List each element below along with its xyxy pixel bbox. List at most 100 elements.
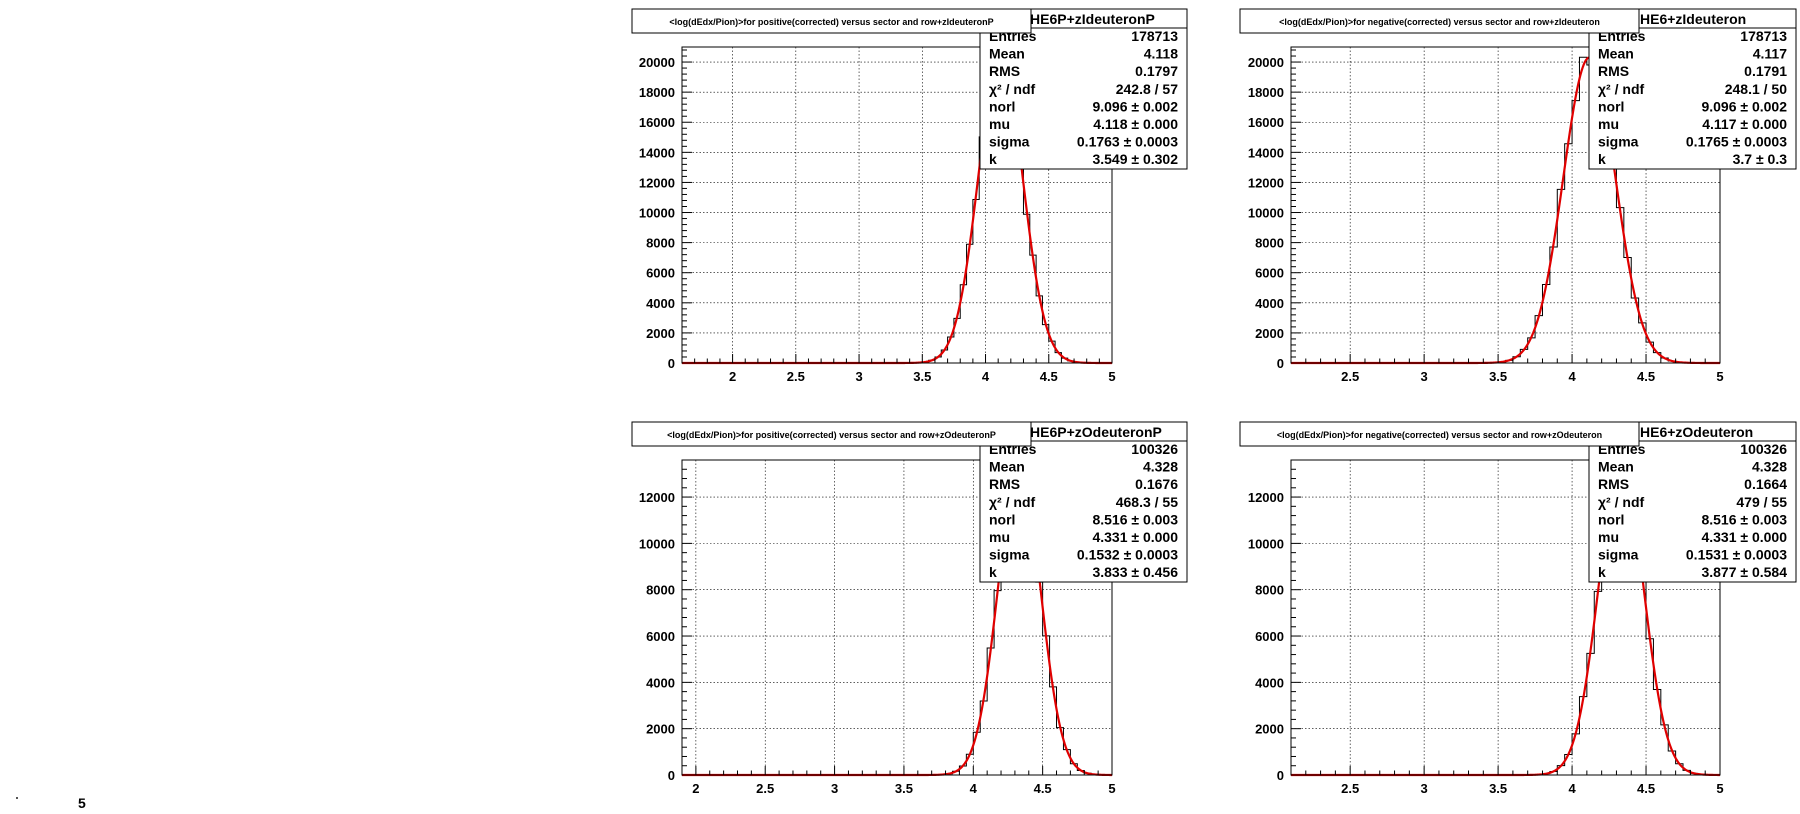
corner-glyph: 5 — [78, 795, 86, 811]
x-tick-label: 3 — [831, 781, 838, 796]
title-box-frame — [1239, 8, 1640, 34]
stats-label: mu — [1598, 529, 1619, 545]
plot-frame — [1290, 46, 1721, 364]
x-tick-label: 2 — [729, 369, 736, 384]
y-tick-label: 2000 — [1255, 722, 1284, 737]
x-tick-label: 2.5 — [1341, 781, 1359, 796]
y-tick-label: 4000 — [1255, 296, 1284, 311]
chart-panel-4: 2.5 3 3.5 4 4.5 5 0 2000 4000 6000 8000 10000 12000 H… — [1239, 421, 1797, 796]
y-tick-label: 20000 — [639, 55, 675, 70]
y-axis: 0 2000 4000 6000 8000 10000 12000 — [1248, 459, 1301, 783]
y-tick-label: 4000 — [646, 675, 675, 690]
x-tick-label: 2.5 — [1341, 369, 1359, 384]
y-tick-label: 4000 — [1255, 675, 1284, 690]
title-box-frame — [631, 8, 1032, 34]
stats-value: 4.328 — [1752, 459, 1787, 475]
y-tick-label: 6000 — [646, 629, 675, 644]
stats-label: k — [989, 564, 997, 580]
y-tick-label: 0 — [1277, 768, 1284, 783]
y-tick-label: 10000 — [639, 206, 675, 221]
corner-dot — [16, 797, 18, 799]
stats-value: 4.331 ± 0.000 — [1092, 529, 1178, 545]
y-tick-label: 18000 — [1248, 85, 1284, 100]
stats-label: sigma — [1598, 547, 1639, 563]
stats-label: norl — [989, 98, 1015, 114]
stats-box-title: HE6+zIdeuteron — [1640, 11, 1746, 27]
stats-label: norl — [1598, 98, 1624, 114]
y-tick-label: 6000 — [646, 266, 675, 281]
y-tick-label: 20000 — [1248, 55, 1284, 70]
stats-label: k — [1598, 151, 1606, 167]
stats-value: 4.118 ± 0.000 — [1093, 116, 1178, 132]
x-tick-label: 3 — [855, 369, 862, 384]
x-axis: 2.5 3 3.5 4 4.5 5 — [1290, 354, 1724, 384]
stats-value: 178713 — [1740, 28, 1787, 44]
stats-value: 9.096 ± 0.002 — [1092, 98, 1178, 114]
stats-box-title: HE6P+zIdeuteronP — [1030, 11, 1155, 27]
x-tick-label: 5 — [1108, 369, 1115, 384]
y-tick-label: 12000 — [639, 490, 675, 505]
stats-label: Mean — [1598, 459, 1634, 475]
x-tick-label: 4 — [982, 369, 990, 384]
y-axis: 0 2000 4000 6000 8000 10000 12000 14000 16000 180… — [1248, 49, 1301, 371]
y-tick-label: 6000 — [1255, 266, 1284, 281]
y-tick-label: 10000 — [1248, 206, 1284, 221]
stats-label: Mean — [989, 459, 1025, 475]
x-tick-label: 5 — [1716, 781, 1723, 796]
title-box-frame — [1239, 421, 1640, 447]
x-tick-label: 4.5 — [1637, 781, 1655, 796]
stats-value: 0.1797 — [1135, 63, 1178, 79]
stats-value: 100326 — [1131, 441, 1178, 457]
x-axis: 2.5 3 3.5 4 4.5 5 — [1290, 766, 1724, 796]
y-tick-label: 0 — [1277, 356, 1284, 371]
y-tick-label: 4000 — [646, 296, 675, 311]
title-box: <log(dEdx/Pion)>for positive(corrected) … — [631, 421, 1032, 447]
stats-label: Mean — [989, 46, 1025, 62]
y-tick-label: 0 — [668, 768, 675, 783]
y-tick-label: 2000 — [646, 722, 675, 737]
stats-value: 0.1531 ± 0.0003 — [1686, 547, 1787, 563]
stats-label: χ² / ndf — [989, 81, 1035, 97]
y-axis: 0 2000 4000 6000 8000 10000 12000 — [639, 459, 692, 783]
title-box: <log(dEdx/Pion)>for negative(corrected) … — [1239, 421, 1640, 447]
stats-value: 0.1676 — [1135, 476, 1178, 492]
stats-label: sigma — [989, 134, 1030, 150]
stats-value: 8.516 ± 0.003 — [1701, 511, 1787, 527]
x-tick-label: 3.5 — [913, 369, 931, 384]
stats-label: mu — [989, 529, 1010, 545]
x-tick-label: 4 — [1568, 369, 1576, 384]
y-tick-label: 6000 — [1255, 629, 1284, 644]
x-tick-label: 3.5 — [1489, 781, 1507, 796]
stats-value: 468.3 / 55 — [1116, 494, 1178, 510]
y-tick-label: 10000 — [1248, 536, 1284, 551]
y-tick-label: 14000 — [639, 145, 675, 160]
stats-value: 4.117 — [1753, 46, 1787, 62]
x-tick-label: 4.5 — [1034, 781, 1052, 796]
chart-title: <log(dEdx/Pion)>for negative(corrected) … — [1279, 17, 1600, 27]
stats-value: 3.833 ± 0.456 — [1092, 564, 1178, 580]
stats-value: 178713 — [1131, 28, 1178, 44]
y-axis: 0 2000 4000 6000 8000 10000 12000 14000 16000 180… — [639, 49, 692, 371]
x-tick-label: 3.5 — [1489, 369, 1507, 384]
stats-box-frame — [1588, 421, 1797, 583]
x-tick-label: 4.5 — [1637, 369, 1655, 384]
y-tick-label: 2000 — [1255, 326, 1284, 341]
stats-label: k — [989, 151, 997, 167]
x-tick-label: 5 — [1716, 369, 1723, 384]
stats-label: Mean — [1598, 46, 1634, 62]
stats-value: 0.1791 — [1744, 63, 1787, 79]
stats-label: RMS — [1598, 476, 1629, 492]
title-box-frame — [631, 421, 1032, 447]
stats-label: χ² / ndf — [1598, 81, 1644, 97]
x-tick-label: 4 — [970, 781, 978, 796]
y-tick-label: 12000 — [1248, 490, 1284, 505]
stats-value: 0.1763 ± 0.0003 — [1077, 134, 1178, 150]
chart-title: <log(dEdx/Pion)>for negative(corrected) … — [1277, 430, 1602, 440]
x-tick-label: 3 — [1421, 369, 1428, 384]
chart-panel-2: 2.5 3 3.5 4 4.5 5 0 2000 4000 6000 8000 10000 12000 1… — [1239, 8, 1797, 384]
x-axis: 2 2.5 3 3.5 4 4.5 5 — [681, 766, 1116, 796]
stats-box-frame — [979, 8, 1188, 170]
